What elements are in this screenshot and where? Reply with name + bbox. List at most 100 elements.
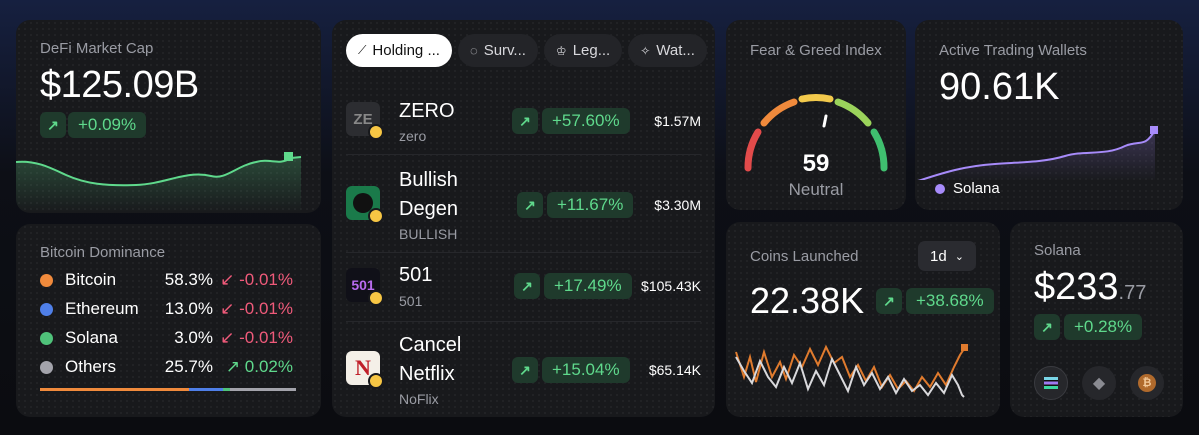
active-wallets-title: Active Trading Wallets bbox=[939, 42, 1087, 59]
token-logo bbox=[346, 186, 380, 220]
arrow-up-right-icon: ↗ bbox=[512, 108, 538, 134]
crown-icon: ♔ bbox=[555, 43, 567, 58]
token-change: ↗ +17.49% bbox=[514, 273, 632, 299]
legend-label: Solana bbox=[953, 180, 1000, 197]
dominance-bar-others bbox=[230, 388, 296, 391]
divider bbox=[346, 154, 701, 155]
arrow-up-right-icon: ↗ bbox=[1034, 314, 1060, 340]
active-wallets-legend: Solana bbox=[935, 180, 1000, 197]
tab-legends[interactable]: ♔ Leg... bbox=[543, 34, 623, 67]
dominance-pct: 25.7% bbox=[164, 357, 213, 376]
divider bbox=[346, 321, 701, 322]
solana-dot-icon bbox=[935, 183, 945, 194]
token-mcap: $3.30M bbox=[654, 197, 701, 213]
token-row-zero[interactable]: ZE ZERO zero ↗ +57.60% $1.57M bbox=[346, 100, 701, 160]
dominance-change-value: -0.01% bbox=[239, 328, 293, 347]
arrow-down-left-icon: ↙ bbox=[220, 299, 235, 318]
tab-holding[interactable]: ⟋ Holding ... bbox=[346, 34, 452, 67]
bitcoin-dominance-card: Bitcoin Dominance Bitcoin 58.3% ↙ -0.01%… bbox=[16, 224, 321, 417]
bitcoin-dot-icon bbox=[40, 273, 53, 287]
fear-greed-label: Neutral bbox=[788, 180, 844, 199]
dominance-name: Others bbox=[65, 357, 117, 376]
solana-price-cents: .77 bbox=[1118, 282, 1147, 304]
solana-title: Solana bbox=[1034, 242, 1081, 259]
dominance-row-others: Others 25.7% ↗ 0.02% bbox=[40, 355, 300, 379]
sparkle-icon: ✧ bbox=[640, 43, 651, 58]
solana-dot-icon bbox=[40, 331, 53, 345]
trend-icon: ⟋ bbox=[358, 43, 367, 57]
tab-label: Surv... bbox=[483, 42, 526, 59]
defi-market-cap-title: DeFi Market Cap bbox=[40, 40, 154, 57]
dominance-bar-bitcoin bbox=[40, 388, 190, 391]
pill-badge-icon bbox=[368, 373, 384, 389]
token-ticker: 501 bbox=[399, 293, 423, 309]
coins-launched-chart bbox=[735, 344, 968, 398]
token-row-bullish[interactable]: Bullish Degen BULLISH ↗ +11.67% $3.30M bbox=[346, 166, 701, 246]
token-change-value: +17.49% bbox=[544, 273, 632, 299]
solana-icon bbox=[1044, 377, 1058, 389]
dominance-pct: 58.3% bbox=[164, 270, 213, 289]
dominance-bar-solana bbox=[222, 388, 231, 391]
chevron-down-icon: ⌄ bbox=[954, 250, 964, 263]
bitcoin-dominance-title: Bitcoin Dominance bbox=[40, 244, 166, 261]
token-change-value: +11.67% bbox=[547, 192, 634, 218]
pill-badge-icon bbox=[368, 124, 384, 140]
tab-survivors[interactable]: ◌ Surv... bbox=[457, 34, 538, 67]
token-logo: 501 bbox=[346, 268, 380, 302]
arrow-up-right-icon: ↗ bbox=[514, 273, 540, 299]
avatar bbox=[353, 193, 373, 213]
solana-coin-button[interactable] bbox=[1034, 366, 1068, 400]
coins-launched-delta: ↗ +38.68% bbox=[876, 288, 994, 314]
dominance-change-value: 0.02% bbox=[244, 357, 293, 376]
fear-greed-value: 59 bbox=[802, 150, 830, 177]
dominance-bar-ethereum bbox=[189, 388, 223, 391]
solana-change: +0.28% bbox=[1064, 314, 1143, 340]
dominance-pct: 13.0% bbox=[164, 299, 213, 318]
arrow-up-right-icon: ↗ bbox=[512, 357, 538, 383]
token-ticker: NoFlix bbox=[399, 391, 439, 407]
range-select[interactable]: 1d ⌄ bbox=[918, 241, 976, 271]
bitcoin-coin-button[interactable]: ₿ bbox=[1130, 366, 1164, 400]
dominance-change: ↙ -0.01% bbox=[213, 328, 293, 348]
coins-launched-change: +38.68% bbox=[906, 288, 994, 314]
token-ticker: zero bbox=[399, 128, 427, 144]
defi-market-cap-change: +0.09% bbox=[68, 112, 147, 138]
dominance-change: ↙ -0.01% bbox=[213, 270, 293, 290]
coins-launched-card: Coins Launched 1d ⌄ 22.38K ↗ +38.68% bbox=[726, 222, 1000, 417]
dominance-change-value: -0.01% bbox=[239, 299, 293, 318]
gauge-needle bbox=[822, 114, 828, 128]
token-change-value: +57.60% bbox=[542, 108, 630, 134]
active-wallets-sparkline bbox=[915, 126, 1158, 180]
arrow-up-right-icon: ↗ bbox=[517, 192, 543, 218]
ethereum-icon: ◆ bbox=[1092, 375, 1106, 392]
tab-watchlist[interactable]: ✧ Wat... bbox=[628, 34, 707, 67]
sparkline-end-marker bbox=[284, 152, 293, 161]
token-row-501[interactable]: 501 501 501 ↗ +17.49% $105.43K bbox=[346, 264, 701, 324]
active-wallets-value: 90.61K bbox=[939, 66, 1060, 108]
fear-greed-title: Fear & Greed Index bbox=[750, 42, 882, 59]
token-change: ↗ +11.67% bbox=[517, 192, 634, 218]
token-list-card: ⟋ Holding ... ◌ Surv... ♔ Leg... ✧ Wat..… bbox=[332, 20, 715, 417]
defi-market-cap-value: $125.09B bbox=[40, 64, 199, 106]
defi-market-cap-delta: ↗ +0.09% bbox=[40, 112, 147, 138]
dominance-pct: 3.0% bbox=[174, 328, 213, 347]
tab-label: Leg... bbox=[572, 42, 611, 59]
token-change-value: +15.04% bbox=[542, 357, 630, 383]
arrow-down-left-icon: ↙ bbox=[220, 270, 235, 289]
token-name: 501 bbox=[399, 264, 433, 286]
defi-market-cap-card: DeFi Market Cap $125.09B ↗ +0.09% bbox=[16, 20, 321, 213]
arrow-down-left-icon: ↙ bbox=[220, 328, 235, 347]
dominance-row-ethereum: Ethereum 13.0% ↙ -0.01% bbox=[40, 297, 300, 321]
token-row-noflix[interactable]: N Cancel Netflix NoFlix ↗ +15.04% $65.14… bbox=[346, 331, 701, 411]
dominance-bar bbox=[40, 388, 296, 391]
dominance-name: Ethereum bbox=[65, 299, 139, 318]
dominance-change: ↙ -0.01% bbox=[213, 299, 293, 319]
token-name: ZERO bbox=[399, 100, 455, 122]
fear-greed-gauge bbox=[744, 94, 888, 172]
chart-end-marker bbox=[961, 344, 968, 351]
ethereum-coin-button[interactable]: ◆ bbox=[1082, 366, 1116, 400]
solana-price-main: $233 bbox=[1034, 266, 1119, 308]
solana-delta: ↗ +0.28% bbox=[1034, 314, 1143, 340]
dominance-name: Solana bbox=[65, 328, 118, 347]
token-list-tabs: ⟋ Holding ... ◌ Surv... ♔ Leg... ✧ Wat..… bbox=[346, 34, 707, 67]
